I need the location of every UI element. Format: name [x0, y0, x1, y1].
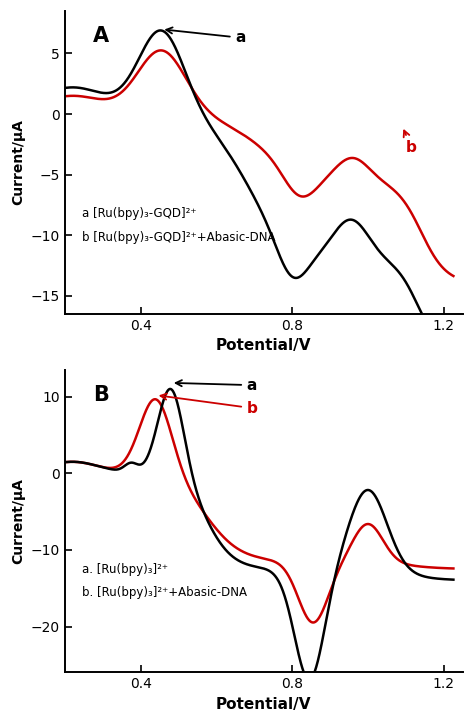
Text: b. [Ru(bpy)₃]²⁺+Abasic-DNA: b. [Ru(bpy)₃]²⁺+Abasic-DNA	[82, 586, 247, 599]
X-axis label: Potential/V: Potential/V	[216, 697, 311, 712]
Text: a: a	[166, 27, 246, 46]
Y-axis label: Current/μA: Current/μA	[11, 478, 25, 564]
Text: a. [Ru(bpy)₃]²⁺: a. [Ru(bpy)₃]²⁺	[82, 563, 168, 576]
Text: b: b	[161, 393, 258, 416]
Text: A: A	[92, 26, 109, 46]
Y-axis label: Current/μA: Current/μA	[11, 119, 25, 205]
Text: a [Ru(bpy)₃-GQD]²⁺: a [Ru(bpy)₃-GQD]²⁺	[82, 207, 196, 220]
Text: b: b	[404, 131, 417, 155]
Text: B: B	[92, 385, 109, 405]
Text: a: a	[176, 377, 257, 393]
X-axis label: Potential/V: Potential/V	[216, 338, 311, 353]
Text: b [Ru(bpy)₃-GQD]²⁺+Abasic-DNA: b [Ru(bpy)₃-GQD]²⁺+Abasic-DNA	[82, 231, 275, 244]
